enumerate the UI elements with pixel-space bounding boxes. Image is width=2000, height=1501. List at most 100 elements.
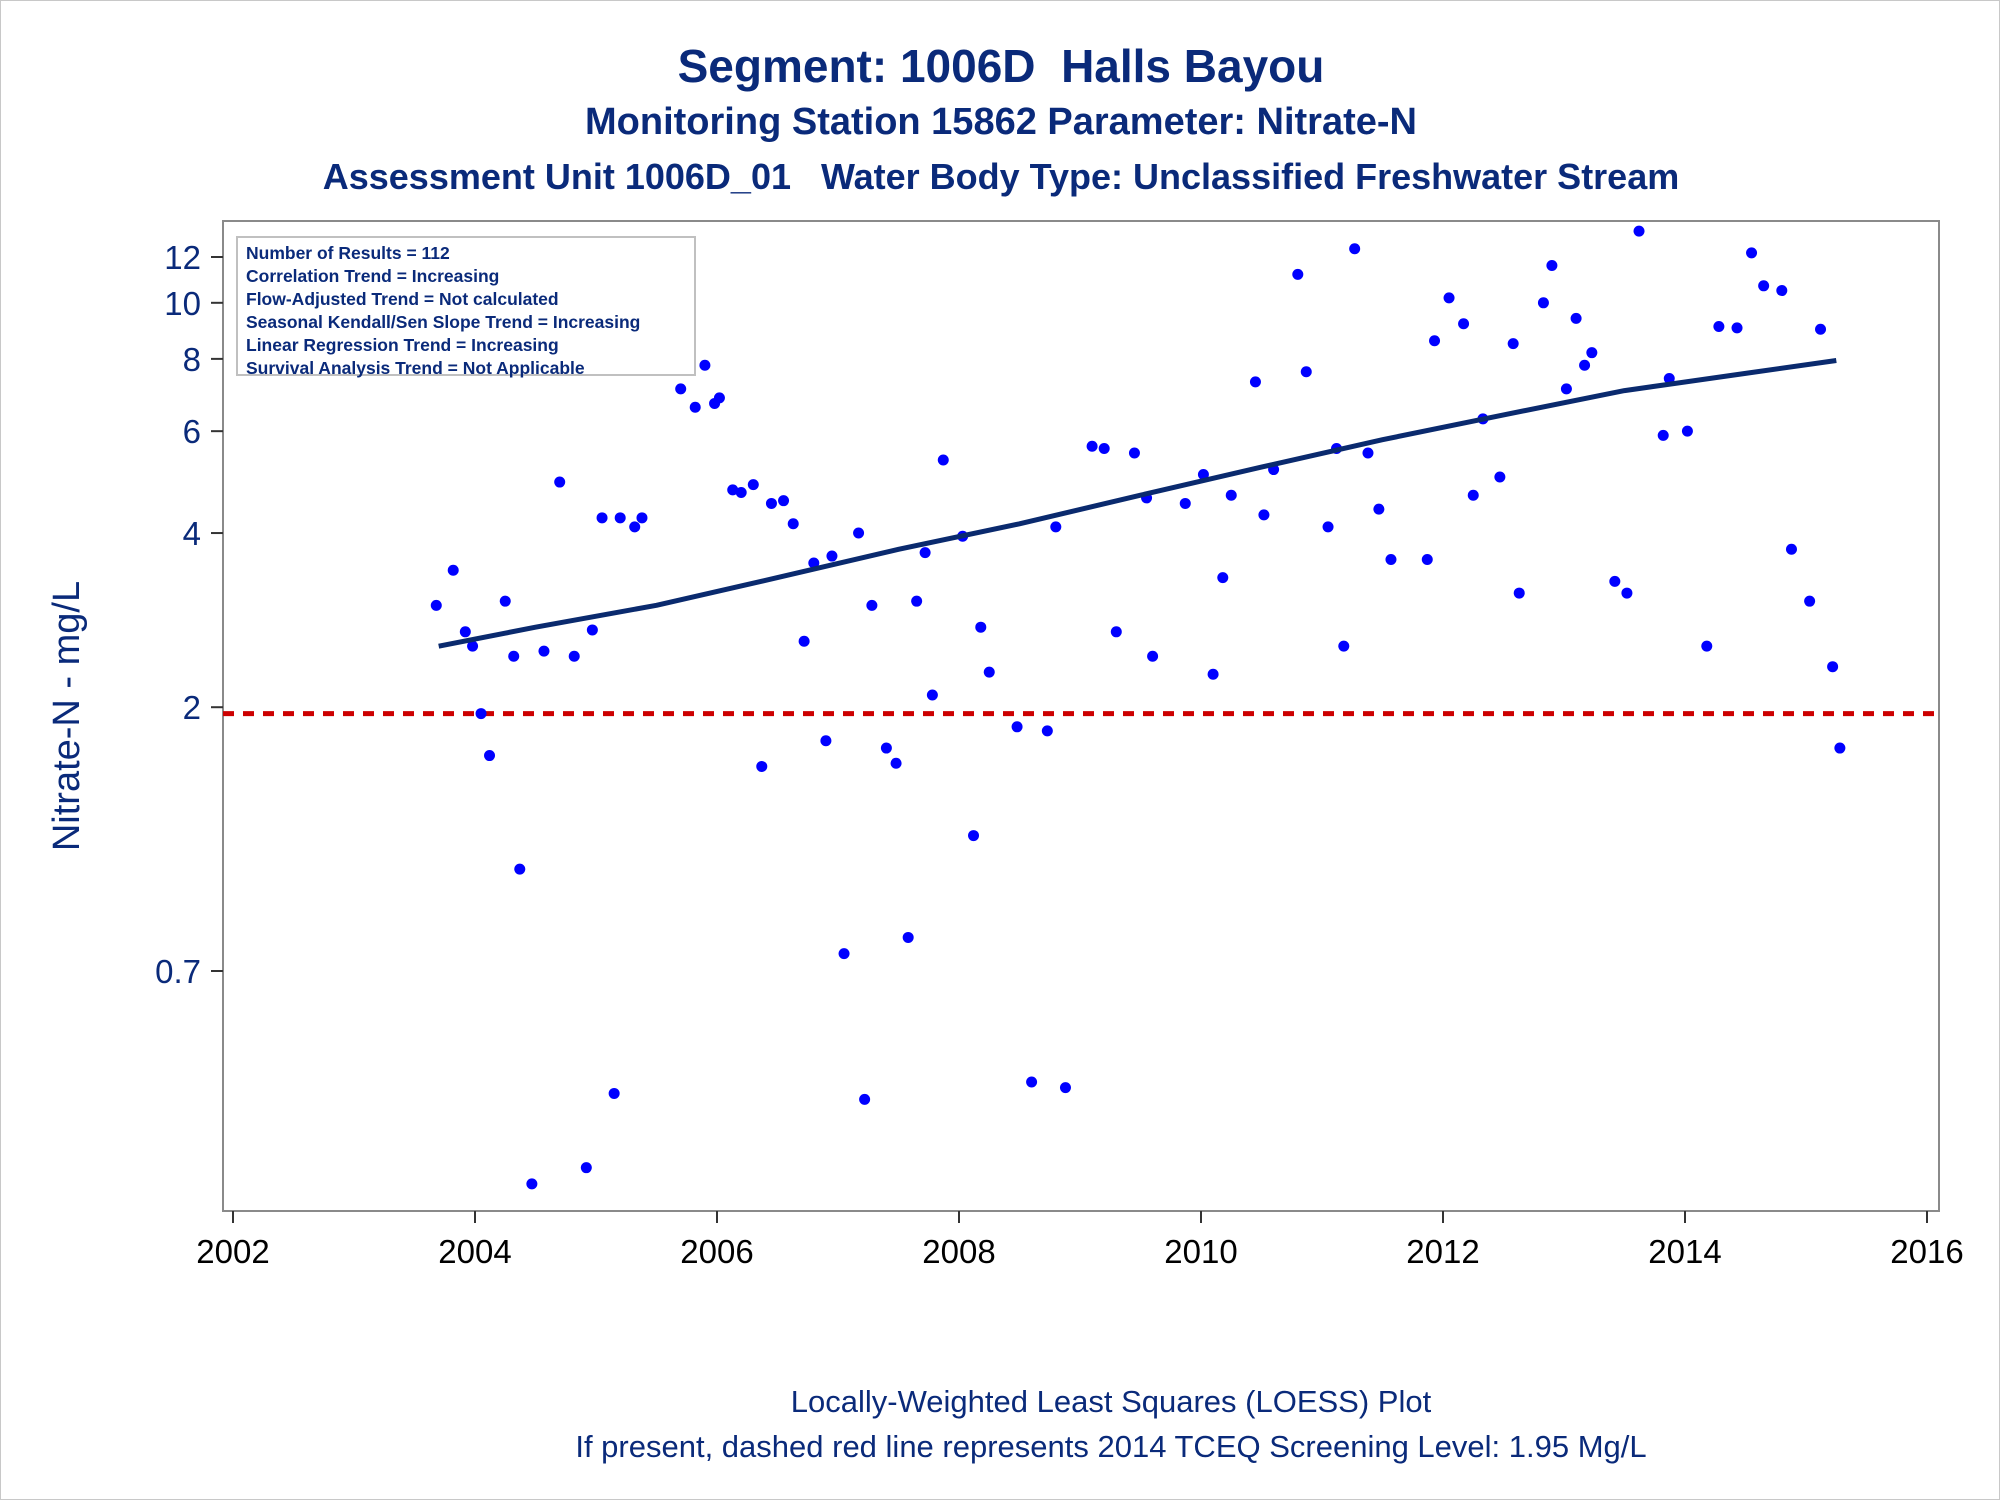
data-point	[499, 595, 511, 607]
data-point	[1217, 572, 1229, 584]
data-point	[1546, 260, 1558, 272]
stats-line-linear-regression: Linear Regression Trend = Increasing	[246, 335, 559, 355]
data-point	[787, 518, 799, 530]
data-point	[890, 757, 902, 769]
data-point	[1609, 575, 1621, 587]
data-point	[554, 476, 566, 488]
data-point	[1292, 268, 1304, 280]
data-point	[866, 599, 878, 611]
data-point	[1249, 376, 1261, 388]
y-tick-label: 6	[183, 413, 201, 450]
data-point	[614, 512, 626, 524]
data-point	[467, 640, 479, 652]
data-point	[1128, 447, 1140, 459]
data-point	[765, 497, 777, 509]
data-point	[580, 1162, 592, 1174]
data-point	[1663, 372, 1675, 384]
data-point	[689, 401, 701, 413]
y-axis-label: Nitrate-N - mg/L	[46, 581, 88, 851]
trend-line	[438, 358, 1837, 649]
data-point	[1059, 1082, 1071, 1094]
data-point	[1467, 489, 1479, 501]
data-point	[508, 650, 520, 662]
data-point	[1098, 443, 1110, 455]
data-point	[1681, 425, 1693, 437]
stats-line-results: Number of Results = 112	[246, 243, 450, 263]
data-point	[778, 495, 790, 507]
data-point	[1026, 1076, 1038, 1088]
data-point	[484, 750, 496, 762]
data-point	[1322, 521, 1334, 533]
data-point	[926, 689, 938, 701]
data-point	[526, 1178, 538, 1190]
y-tick-label: 4	[183, 515, 201, 552]
data-point	[975, 621, 987, 633]
data-point	[1537, 297, 1549, 309]
data-point	[1179, 497, 1191, 509]
x-tick-label: 2016	[1890, 1233, 1963, 1270]
data-point	[1579, 359, 1591, 371]
data-point	[735, 487, 747, 499]
data-point	[1560, 383, 1572, 395]
data-point	[859, 1093, 871, 1105]
x-tick-label: 2002	[196, 1233, 269, 1270]
data-point	[1815, 323, 1827, 335]
data-point	[1758, 280, 1770, 292]
chart-subtitle-station: Monitoring Station 15862 Parameter: Nitr…	[585, 101, 1417, 143]
trend-stats-box: Number of Results = 112 Correlation Tren…	[236, 236, 696, 378]
stats-line-correlation: Correlation Trend = Increasing	[246, 266, 500, 286]
y-tick-label: 10	[164, 285, 201, 322]
stats-line-flow-adjusted: Flow-Adjusted Trend = Not calculated	[246, 289, 559, 309]
data-point	[430, 599, 442, 611]
data-point	[1147, 650, 1159, 662]
stats-line-seasonal-kendall: Seasonal Kendall/Sen Slope Trend = Incre…	[246, 312, 641, 332]
data-point	[1207, 668, 1219, 680]
data-point	[1458, 318, 1470, 330]
data-point	[826, 550, 838, 562]
x-tick-label: 2012	[1406, 1233, 1479, 1270]
stats-line-survival: Survival Analysis Trend = Not Applicable	[246, 358, 585, 378]
data-point	[937, 454, 949, 466]
data-point	[1338, 640, 1350, 652]
y-tick-label: 0.7	[155, 953, 201, 990]
x-tick-label: 2014	[1648, 1233, 1721, 1270]
data-point	[608, 1087, 620, 1099]
data-point	[596, 512, 608, 524]
data-point	[1385, 554, 1397, 566]
y-tick-label: 12	[164, 239, 201, 276]
data-point	[1731, 322, 1743, 334]
y-tick-label: 2	[183, 689, 201, 726]
data-point	[1494, 471, 1506, 483]
x-tick-label: 2010	[1164, 1233, 1237, 1270]
data-point	[475, 708, 487, 720]
data-point	[1834, 742, 1846, 754]
data-point	[1362, 447, 1374, 459]
data-point	[1701, 640, 1713, 652]
chart-subtitle-assessment: Assessment Unit 1006D_01 Water Body Type…	[322, 156, 1680, 197]
x-tick-label: 2006	[680, 1233, 753, 1270]
data-point	[747, 479, 759, 491]
data-point	[1110, 626, 1122, 638]
x-tick-label: 2008	[922, 1233, 995, 1270]
data-point	[968, 830, 980, 842]
data-point	[568, 650, 580, 662]
data-point	[1225, 489, 1237, 501]
footnote-loess: Locally-Weighted Least Squares (LOESS) P…	[790, 1384, 1432, 1419]
data-point	[1421, 554, 1433, 566]
data-point	[538, 645, 550, 657]
data-point	[1827, 661, 1839, 673]
data-point	[586, 624, 598, 636]
data-point	[838, 948, 850, 960]
data-point	[1785, 543, 1797, 555]
data-point	[853, 527, 865, 539]
data-point	[1197, 468, 1209, 480]
data-point	[699, 359, 711, 371]
data-point	[1713, 321, 1725, 333]
y-tick-label: 8	[183, 341, 201, 378]
data-point	[1746, 247, 1758, 259]
data-point	[1657, 429, 1669, 441]
data-point	[902, 931, 914, 943]
data-point	[1041, 725, 1053, 737]
data-point	[808, 557, 820, 569]
